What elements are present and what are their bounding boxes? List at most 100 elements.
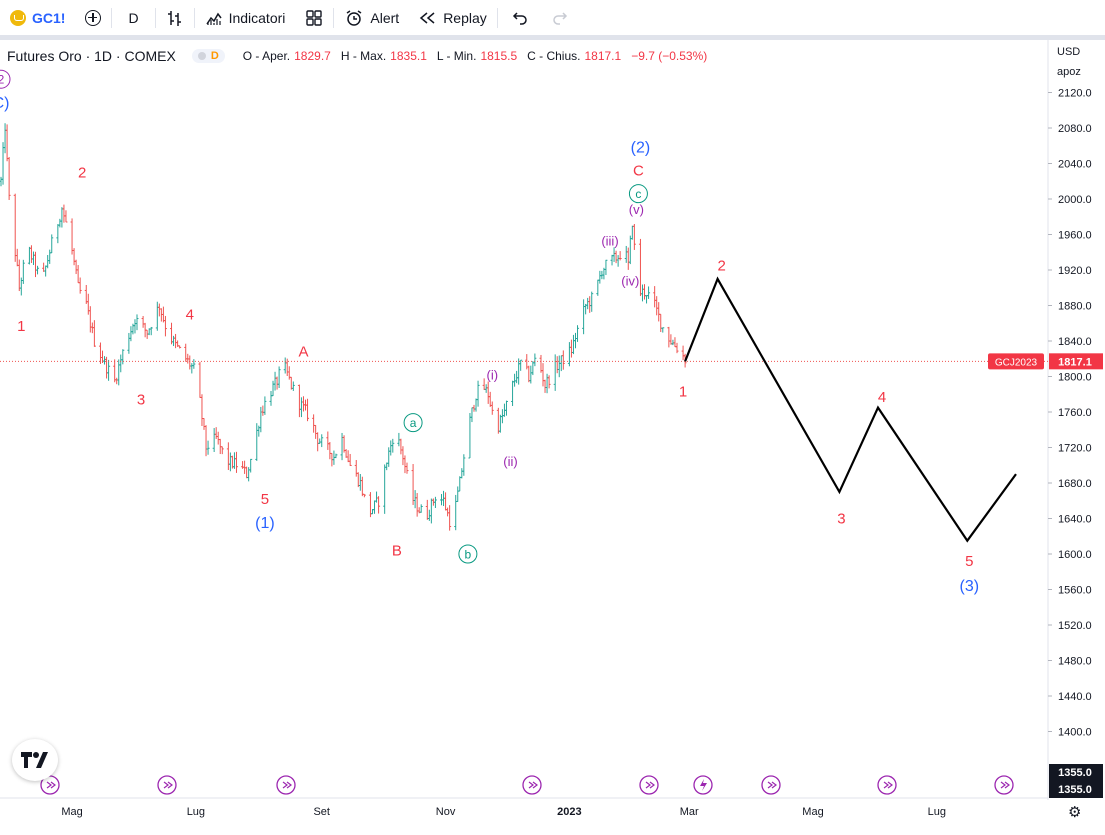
event-marker-arrow-icon [46,781,56,789]
replay-button[interactable]: Replay [409,0,497,36]
bottom-price-tag-2: 1355.0 [1058,784,1092,796]
event-marker-arrow-icon [1000,781,1010,789]
replay-label: Replay [443,9,487,26]
currency-selector[interactable]: USD [1057,46,1081,58]
alarm-clock-icon [346,9,362,26]
time-tick-label: Mag [61,806,82,818]
price-tick-label: 1840.0 [1058,336,1092,348]
price-tag-symbol: GCJ2023 [995,357,1038,368]
toolbar-divider [111,7,113,28]
wave-label: 4 [186,306,194,323]
event-marker-icon[interactable] [994,775,1014,795]
lightning-bolt-icon [700,779,707,791]
event-marker-icon[interactable] [761,775,781,795]
compare-button[interactable] [75,0,111,36]
time-tick-label: Nov [436,806,456,818]
redo-icon [553,11,567,25]
layouts-button[interactable] [295,0,333,36]
toolbar-divider [193,7,195,28]
time-tick-label: Mar [680,806,699,818]
legend: Futures Oro · 1D · COMEX D O - Aper. 182… [7,48,713,64]
rewind-icon [420,11,435,24]
chart-type-button[interactable] [156,0,194,36]
price-tick-label: 1600.0 [1058,549,1092,561]
alert-label: Alert [370,9,400,26]
time-tick-label: Mag [802,806,823,818]
wave-label: (2) [631,140,651,157]
wave-label-circle [0,69,11,89]
wave-label: a [410,416,417,430]
wave-label: C) [0,95,9,112]
price-tick-label: 1960.0 [1058,230,1092,242]
wave-label: 3 [837,511,845,528]
interval-button[interactable]: D [128,9,139,26]
wave-label: b [465,548,472,562]
toolbar-divider [154,7,156,28]
alert-button[interactable]: Alert [334,0,409,36]
wave-label: 2 [78,164,86,181]
settings-gear-icon[interactable]: ⚙ [1068,804,1082,821]
scale-mode[interactable]: apoz [1057,66,1081,78]
indicators-button[interactable]: Indicatori [195,0,296,36]
event-marker-arrow-icon [645,781,655,789]
wave-label: 3 [137,392,145,409]
tradingview-logo[interactable] [12,739,58,781]
price-tick-label: 1520.0 [1058,620,1092,632]
bar-chart-icon [167,10,181,26]
close-value: 1817.1 [584,49,622,63]
open-value: 1829.7 [294,49,331,63]
market-status-badge[interactable]: D [191,49,225,63]
wave-label: c [635,187,641,201]
wave-label: 5 [261,491,269,508]
event-marker-icon[interactable] [40,775,60,795]
event-marker-arrow-icon [767,781,777,789]
price-tick-label: 2000.0 [1058,194,1092,206]
wave-label: B [392,542,402,559]
price-tick-label: 1920.0 [1058,265,1092,277]
event-marker-arrow-icon [163,781,173,789]
wave-label: 2 [717,258,725,275]
wave-projection-line[interactable] [684,276,1017,543]
price-tick-label: 1880.0 [1058,301,1092,313]
price-tick-label: 1640.0 [1058,514,1092,526]
event-marker-icon[interactable] [276,775,296,795]
price-chart[interactable]: 1400.0 1440.0 1480.0 1520.0 1560.0 1600.0 1640… [0,40,1105,835]
wave-label: (i) [486,368,498,383]
change-value: −9.7 (−0.53%) [631,49,708,63]
price-tag-symbol-box [988,353,1044,370]
wave-label: C [633,163,644,180]
price-tick-label: 1760.0 [1058,407,1092,419]
price-tick-label: 1400.0 [1058,727,1092,739]
price-tick-label: 1560.0 [1058,585,1092,597]
event-marker-arrow-icon [528,781,538,789]
gold-logo-icon [10,9,26,26]
event-marker-arrow-icon [883,781,893,789]
wave-label: 5 [965,553,973,570]
event-marker-icon[interactable] [877,775,897,795]
undo-button[interactable] [498,0,542,36]
wave-label: (1) [255,515,275,532]
close-label: C - Chius. [527,49,581,63]
price-tick-label: 2120.0 [1058,88,1092,100]
symbol-label: GC1! [32,9,66,26]
open-label: O - Aper. [242,49,291,63]
undo-icon [512,11,527,25]
bottom-price-tag-1: 1355.0 [1058,767,1092,779]
low-label: L - Min. [436,49,477,63]
price-tick-label: 2040.0 [1058,159,1092,171]
price-tick-label: 1720.0 [1058,443,1092,455]
symbol-search[interactable]: GC1! [0,0,75,36]
event-marker-icon[interactable] [522,775,542,795]
bottom-price-tag-box [1049,764,1103,798]
wave-label: (iv) [621,274,639,289]
tv-logo-icon [21,752,48,768]
price-tick-label: 1440.0 [1058,691,1092,703]
event-marker-icon[interactable] [639,775,659,795]
price-tick-label: 1680.0 [1058,478,1092,490]
time-tick-label: Lug [928,806,946,818]
event-marker-icon[interactable] [157,775,177,795]
redo-button[interactable] [542,0,578,36]
wave-label: 1 [679,384,687,401]
price-tag-value: 1817.1 [1058,356,1092,368]
event-marker-arrow-icon [282,781,292,789]
